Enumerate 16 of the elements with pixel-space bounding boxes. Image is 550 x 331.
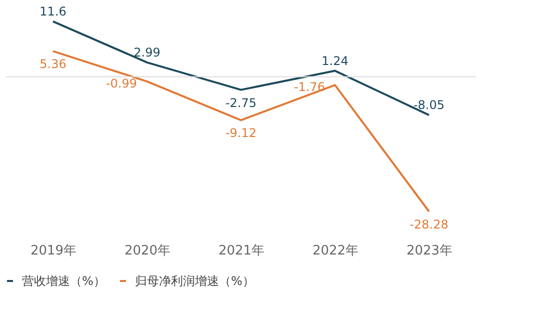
x-tick-label: 2020年 [124,244,171,258]
x-tick-label: 2021年 [218,244,265,258]
data-label: -28.28 [410,217,448,232]
x-tick-label: 2019年 [30,244,77,258]
data-label: 5.36 [40,57,66,72]
data-label: -9.12 [225,126,257,140]
data-label: -8.05 [413,98,445,112]
x-tick-label: 2022年 [312,244,359,258]
data-label: 11.6 [40,4,66,18]
legend-label: 归母净利润增速（%） [135,274,254,288]
data-label: 2.99 [134,45,160,60]
x-tick-label: 2023年 [406,244,453,258]
data-label: -2.75 [225,96,257,110]
legend-label: 营收增速（%） [22,274,106,288]
data-label: -0.99 [106,76,137,90]
data-label: 1.24 [322,54,348,68]
